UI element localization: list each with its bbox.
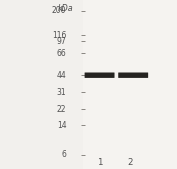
- Text: 14: 14: [57, 120, 66, 130]
- Text: 66: 66: [57, 49, 66, 58]
- Bar: [83, 0, 177, 169]
- Text: 6: 6: [61, 150, 66, 159]
- Text: 44: 44: [57, 71, 66, 80]
- Text: 2: 2: [127, 158, 133, 167]
- Text: 200: 200: [52, 6, 66, 16]
- Text: 22: 22: [57, 104, 66, 114]
- FancyBboxPatch shape: [85, 73, 115, 78]
- Text: 1: 1: [97, 158, 103, 167]
- Text: 116: 116: [52, 31, 66, 40]
- Text: 97: 97: [57, 37, 66, 46]
- Text: kDa: kDa: [58, 4, 73, 13]
- FancyBboxPatch shape: [118, 73, 148, 78]
- Text: 31: 31: [57, 88, 66, 97]
